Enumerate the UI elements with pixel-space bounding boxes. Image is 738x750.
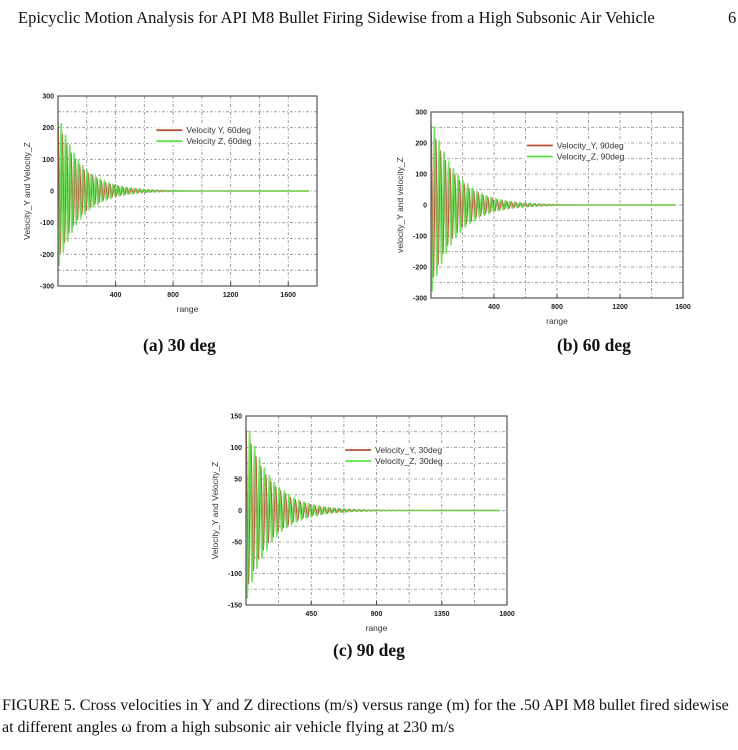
series-line: [430, 125, 676, 292]
chart-c-90deg: 150 100 50 0 -50 -100 -150 450 900 1350 1800 range V…: [210, 414, 515, 634]
y-tick-label: -200: [413, 265, 427, 272]
legend-label: Velocity_Z, 90deg: [557, 151, 625, 161]
y-tick-label: 150: [230, 414, 242, 421]
y-axis-label: velocity_Y and velocity_Z: [395, 157, 405, 253]
legend-label: Velocity Z, 60deg: [186, 136, 251, 146]
x-tick-label: 1200: [612, 304, 628, 311]
x-tick-label: 1200: [223, 292, 239, 299]
x-tick-label: 1600: [280, 292, 296, 299]
figure-caption-text: Cross velocities in Y and Z directions (…: [2, 697, 729, 736]
y-tick-label: 300: [415, 110, 427, 117]
x-axis-label: range: [366, 623, 388, 633]
y-axis-label: Velocity_Y and Velocity_Z: [210, 462, 220, 560]
y-tick-label: -100: [40, 220, 54, 227]
y-tick-label: -150: [228, 603, 242, 610]
y-tick-label: 0: [423, 203, 427, 210]
figure-caption: FIGURE 5. Cross velocities in Y and Z di…: [2, 695, 736, 739]
y-tick-label: 100: [230, 445, 242, 452]
y-tick-label: -50: [232, 540, 242, 547]
x-tick-label: 1600: [675, 304, 691, 311]
x-tick-label: 1800: [499, 611, 515, 618]
plot-frame: [57, 95, 318, 287]
y-tick-label: -300: [413, 296, 427, 303]
figure-label: FIGURE 5.: [2, 697, 76, 714]
x-tick-label: 450: [305, 611, 317, 618]
legend-label: Velocity_Z, 30deg: [375, 456, 443, 466]
x-tick-label: 900: [371, 611, 383, 618]
x-axis-label: range: [177, 304, 199, 314]
y-tick-label: 200: [415, 141, 427, 148]
y-tick-label: -100: [228, 571, 242, 578]
legend-label: Velocity_Y, 90deg: [557, 140, 624, 150]
y-tick-label: 300: [42, 94, 54, 101]
y-axis-label: Velocity_Y and Velocity_Z: [22, 142, 32, 240]
y-tick-label: -300: [40, 284, 54, 291]
series-line: [57, 122, 310, 267]
chart-b-60deg: 300 200 100 0 -100 -200 -300 400 800 1200 1600 rang…: [395, 110, 691, 327]
y-tick-label: 100: [415, 172, 427, 179]
y-tick-label: 0: [50, 189, 54, 196]
legend-label: Velocity Y, 60deg: [186, 125, 251, 135]
x-tick-label: 1350: [434, 611, 450, 618]
x-tick-label: 800: [551, 304, 563, 311]
y-tick-label: -200: [40, 252, 54, 259]
subcaption-b: (b) 60 deg: [557, 335, 631, 355]
x-tick-label: 400: [110, 292, 122, 299]
y-tick-label: -100: [413, 234, 427, 241]
x-tick-label: 400: [488, 304, 500, 311]
y-tick-label: 0: [238, 508, 242, 515]
legend-label: Velocity_Y, 30deg: [375, 445, 442, 455]
x-tick-label: 800: [167, 292, 179, 299]
running-title: Epicyclic Motion Analysis for API M8 Bul…: [18, 8, 655, 27]
y-tick-label: 50: [234, 477, 242, 484]
subcaption-c: (c) 90 deg: [333, 640, 405, 660]
series-line: [245, 430, 500, 599]
y-tick-label: 100: [42, 157, 54, 164]
x-axis-label: range: [546, 316, 568, 326]
page-number: 6: [728, 8, 737, 27]
y-tick-label: 200: [42, 125, 54, 132]
chart-a-30deg: 300 200 100 0 -100 -200 -300 400 800 1200 1600 rang…: [22, 94, 318, 314]
subcaption-a: (a) 30 deg: [143, 335, 216, 355]
